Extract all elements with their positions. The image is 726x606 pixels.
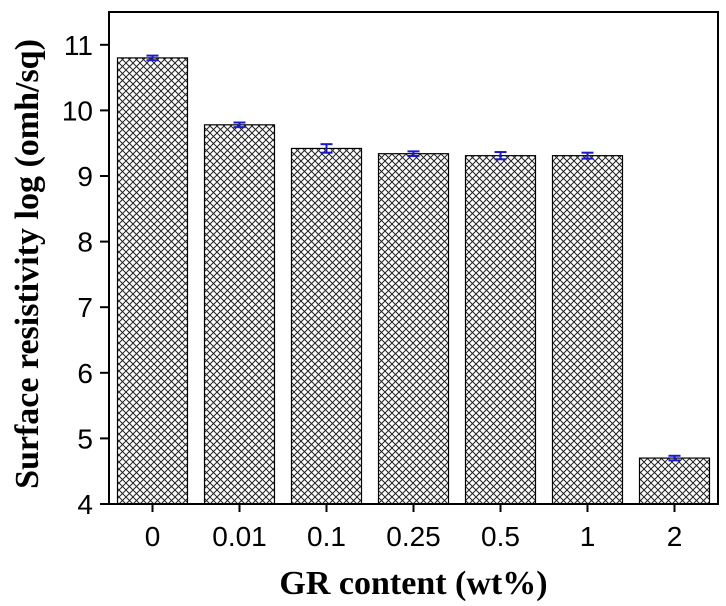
x-tick-label: 2 <box>667 521 683 552</box>
bar-0.5 <box>464 155 537 505</box>
x-tick-label: 1 <box>580 521 596 552</box>
error-bars-layer <box>146 54 681 462</box>
error-bar-0.01 <box>233 121 246 129</box>
error-bar-2 <box>668 454 681 462</box>
y-tick-label: 10 <box>62 95 93 126</box>
x-tick-label: 0.25 <box>386 521 441 552</box>
error-bar-0.5 <box>494 151 507 161</box>
y-axis: 4 5 6 7 8 9 10 11 <box>62 30 109 520</box>
x-axis-title: GR content (wt%) <box>279 565 547 602</box>
error-bar-0.1 <box>320 143 333 154</box>
y-axis-title: Surface resistivity log (omh/sq) <box>9 39 46 489</box>
y-tick-label: 7 <box>77 292 93 323</box>
bar-0.1 <box>290 147 363 505</box>
x-axis: 0 0.01 0.1 0.25 0.5 1 2 <box>145 504 683 552</box>
y-tick-label: 9 <box>77 161 93 192</box>
bars-layer <box>116 57 711 505</box>
y-tick-label: 5 <box>77 423 93 454</box>
x-tick-label: 0.5 <box>481 521 520 552</box>
error-bar-0.25 <box>407 150 420 158</box>
bar-0.01 <box>203 124 276 505</box>
y-tick-label: 4 <box>77 489 93 520</box>
error-bar-0 <box>146 54 159 62</box>
x-tick-label: 0 <box>145 521 161 552</box>
y-tick-label: 6 <box>77 358 93 389</box>
y-tick-label: 8 <box>77 227 93 258</box>
bar-2 <box>638 457 711 505</box>
bar-1 <box>551 155 624 505</box>
x-tick-label: 0.1 <box>307 521 346 552</box>
bar-0.25 <box>377 153 450 505</box>
y-tick-label: 11 <box>64 30 93 61</box>
bar-0 <box>116 57 189 505</box>
x-tick-label: 0.01 <box>212 521 267 552</box>
error-bar-1 <box>581 151 594 160</box>
